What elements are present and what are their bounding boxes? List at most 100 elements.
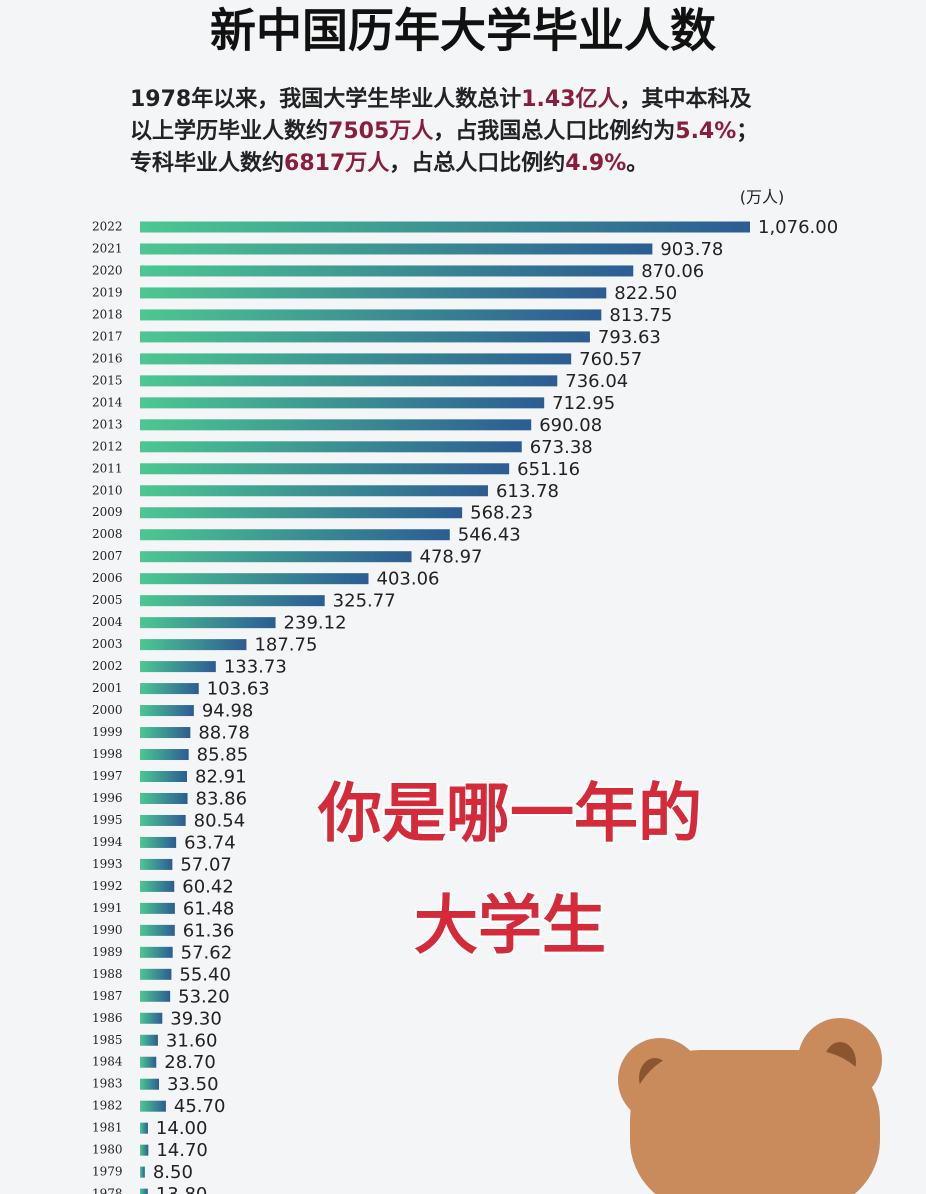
value-label: 57.07	[180, 854, 232, 875]
year-label: 1997	[92, 769, 123, 783]
bar	[140, 1188, 148, 1194]
year-label: 1987	[92, 989, 123, 1003]
year-label: 1979	[92, 1165, 123, 1179]
year-label: 2020	[92, 263, 123, 277]
year-label: 1993	[92, 857, 123, 871]
year-label: 2009	[92, 505, 123, 519]
bar	[140, 287, 607, 299]
value-label: 903.78	[660, 239, 723, 260]
subtitle-line: 专科毕业人数约6817万人，占总人口比例约4.9%。	[130, 150, 648, 176]
year-label: 2008	[92, 527, 123, 541]
bar	[140, 375, 558, 387]
subtitle-segment: 4.9%	[565, 151, 626, 176]
subtitle-line: 1978年以来，我国大学生毕业人数总计1.43亿人，其中本科及	[130, 86, 753, 112]
value-label: 103.63	[207, 679, 270, 700]
bar	[140, 419, 532, 431]
year-label: 1989	[92, 945, 123, 959]
value-label: 55.40	[179, 964, 231, 985]
bar	[140, 880, 175, 892]
bar	[140, 265, 634, 277]
value-label: 63.74	[184, 832, 236, 853]
bar	[140, 1166, 145, 1178]
year-label: 2001	[92, 681, 123, 695]
bar	[140, 463, 510, 475]
subtitle-segment: ，占我国总人口比例约为	[433, 118, 675, 144]
year-label: 1980	[92, 1143, 123, 1157]
year-label: 2005	[92, 593, 123, 607]
subtitle-line: 以上学历毕业人数约7505万人，占我国总人口比例约为5.4%；	[130, 118, 758, 144]
unit-label: (万人)	[740, 188, 785, 207]
value-label: 690.08	[539, 415, 602, 436]
bear-decoration	[618, 1018, 882, 1194]
value-label: 613.78	[496, 481, 559, 502]
value-label: 61.48	[183, 898, 235, 919]
bars: 2022 1,076.00 2021 903.78 2020 870.06 2019 822.…	[92, 217, 838, 1194]
bar	[140, 397, 545, 409]
value-label: 813.75	[609, 305, 672, 326]
subtitle-segment: ，占总人口比例约	[389, 150, 565, 176]
bar	[140, 1078, 159, 1090]
bar	[140, 990, 171, 1002]
year-label: 1991	[92, 901, 123, 915]
subtitle-segment: ；	[736, 119, 758, 144]
bar	[140, 1056, 157, 1068]
value-label: 80.54	[194, 810, 246, 831]
bar	[140, 1122, 148, 1134]
year-label: 1994	[92, 835, 123, 849]
year-label: 1982	[92, 1099, 123, 1113]
bar	[140, 441, 522, 453]
bar	[140, 639, 247, 651]
bar	[140, 705, 194, 717]
value-label: 568.23	[470, 503, 533, 524]
bar	[140, 836, 177, 848]
year-label: 2006	[92, 571, 123, 585]
value-label: 1,076.00	[758, 217, 838, 238]
bar	[140, 968, 172, 980]
bar	[140, 595, 325, 607]
value-label: 325.77	[333, 591, 396, 612]
value-label: 31.60	[166, 1030, 218, 1051]
subtitle-segment: 6817万人	[284, 151, 389, 176]
bar	[140, 529, 450, 541]
value-label: 8.50	[153, 1162, 193, 1183]
bar	[140, 946, 173, 958]
value-label: 83.86	[196, 788, 248, 809]
bar	[140, 353, 572, 365]
value-label: 239.12	[284, 613, 347, 634]
value-label: 736.04	[565, 371, 628, 392]
year-label: 1998	[92, 747, 123, 761]
value-label: 712.95	[552, 393, 615, 414]
chart-title: 新中国历年大学毕业人数	[210, 4, 716, 58]
value-label: 33.50	[167, 1074, 219, 1095]
value-label: 61.36	[183, 920, 235, 941]
bar	[140, 792, 188, 804]
bar	[140, 771, 188, 782]
bar	[140, 924, 175, 936]
subtitle-segment: 5.4%	[675, 119, 736, 144]
year-label: 2014	[92, 395, 123, 409]
year-label: 2002	[92, 659, 123, 673]
subtitle: 1978年以来，我国大学生毕业人数总计1.43亿人，其中本科及以上学历毕业人数约…	[130, 86, 758, 176]
bar	[140, 1100, 166, 1112]
year-label: 1985	[92, 1033, 123, 1047]
subtitle-segment: 。	[626, 151, 648, 176]
bar	[140, 727, 191, 739]
year-label: 1986	[92, 1011, 123, 1025]
year-label: 2022	[92, 220, 123, 234]
value-label: 403.06	[377, 569, 440, 590]
bar	[140, 858, 173, 870]
year-label: 2011	[92, 461, 123, 475]
subtitle-segment: 以上学历毕业人数约	[130, 118, 328, 144]
year-label: 1988	[92, 967, 123, 981]
year-label: 2015	[92, 373, 123, 387]
value-label: 793.63	[598, 327, 661, 348]
value-label: 546.43	[458, 525, 521, 546]
year-label: 2017	[92, 329, 123, 343]
value-label: 85.85	[197, 745, 249, 766]
value-label: 88.78	[198, 723, 250, 744]
bar	[140, 814, 186, 826]
value-label: 57.62	[181, 942, 233, 963]
year-label: 2018	[92, 307, 123, 321]
bar	[140, 243, 653, 255]
year-label: 2010	[92, 483, 123, 497]
